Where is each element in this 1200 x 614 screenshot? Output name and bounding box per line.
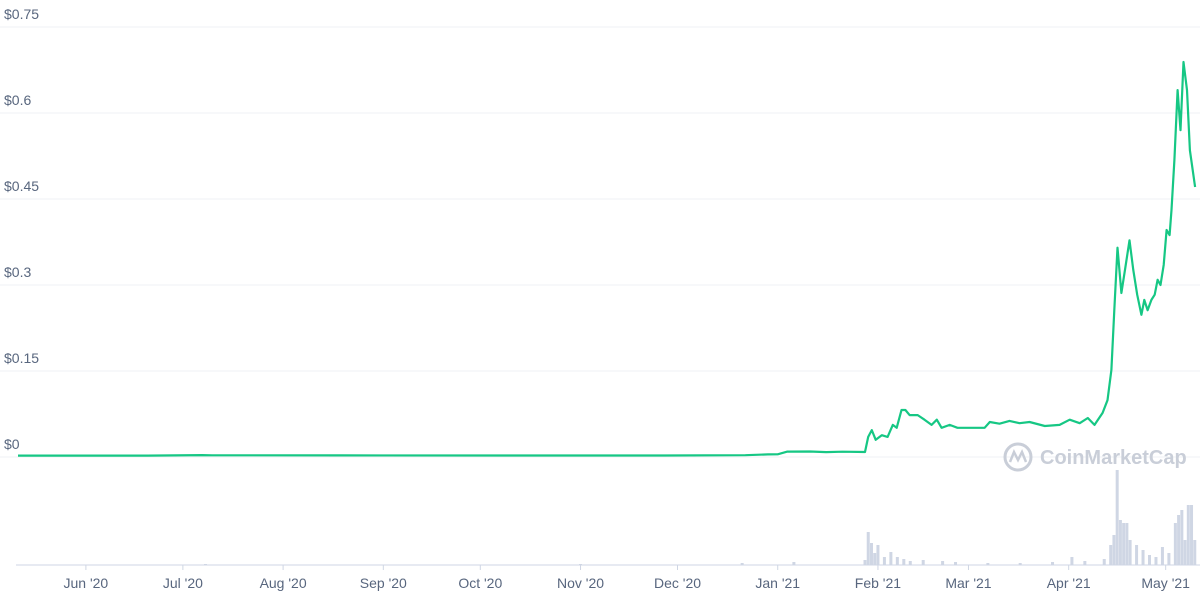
watermark: CoinMarketCap [1040,447,1187,469]
volume-bar [941,561,945,565]
x-tick-label: Apr '21 [1047,575,1091,591]
volume-bar [1115,470,1119,565]
volume-bar [1051,562,1055,565]
x-tick-label: Jun '20 [64,575,109,591]
y-tick-label: $0.3 [4,264,31,280]
volume-bar [579,564,583,565]
x-tick-label: Sep '20 [360,575,407,591]
volume-bar [1193,540,1197,565]
volume-bar [1135,545,1139,565]
volume-bar [1154,557,1158,565]
volume-bar [1128,540,1132,565]
x-tick-label: May '21 [1141,575,1190,591]
volume-bar [986,563,990,565]
watermark-logo [1003,442,1033,472]
volume-bar [1160,547,1164,565]
volume-bar [1122,523,1126,565]
volume-bar [792,562,796,565]
x-tick-label: Feb '21 [855,575,901,591]
volume-bar [954,562,958,565]
volume-bar [740,563,744,565]
x-tick-label: Mar '21 [945,575,991,591]
plot: $0 $0.15 $0.3 $0.45 $0.6 $0.75 Jun '20 Jul '20 A… [0,6,1200,591]
x-tick-label: Aug '20 [260,575,307,591]
volume-bar [866,532,870,565]
volume-bar [1177,515,1181,565]
volume-bar [863,560,867,565]
volume-bar [1118,520,1122,565]
volume-bar [882,557,886,565]
volume-bar [1112,535,1116,565]
y-tick-label: $0.6 [4,92,31,108]
volume-bar [204,564,208,565]
y-tick-label: $0.45 [4,178,39,194]
volume-bar [873,553,877,565]
volume-bar [889,552,893,565]
volume-bar [1180,510,1184,565]
x-tick-label: Nov '20 [557,575,604,591]
y-tick-label: $0.75 [4,6,39,22]
volume-bar [1109,545,1113,565]
x-tick-label: Oct '20 [458,575,502,591]
price-line [18,60,1197,457]
y-tick-label: $0.15 [4,350,39,366]
volume-bar [869,543,873,565]
volume-bar [1102,559,1106,565]
volume-bar [1070,557,1074,565]
volume-bar [1083,561,1087,565]
volume-bar [1173,523,1177,565]
volume-bar [1183,540,1187,565]
y-tick-label: $0 [4,436,20,452]
volume-bar [1125,523,1129,565]
volume-bar [1167,553,1171,565]
x-tick-label: Jul '20 [163,575,203,591]
volume-bar [1148,555,1152,565]
volume-bar [908,561,912,565]
volume-bar [1141,550,1145,565]
volume-bar [1018,563,1022,565]
volume-bar [876,545,880,565]
volume-bar [1186,505,1190,565]
volume-bar [1190,505,1194,565]
x-tick-label: Jan '21 [755,575,800,591]
volume-bar [921,560,925,565]
volume-bar [902,559,906,565]
x-tick-label: Dec '20 [654,575,701,591]
volume-bar [895,557,899,565]
